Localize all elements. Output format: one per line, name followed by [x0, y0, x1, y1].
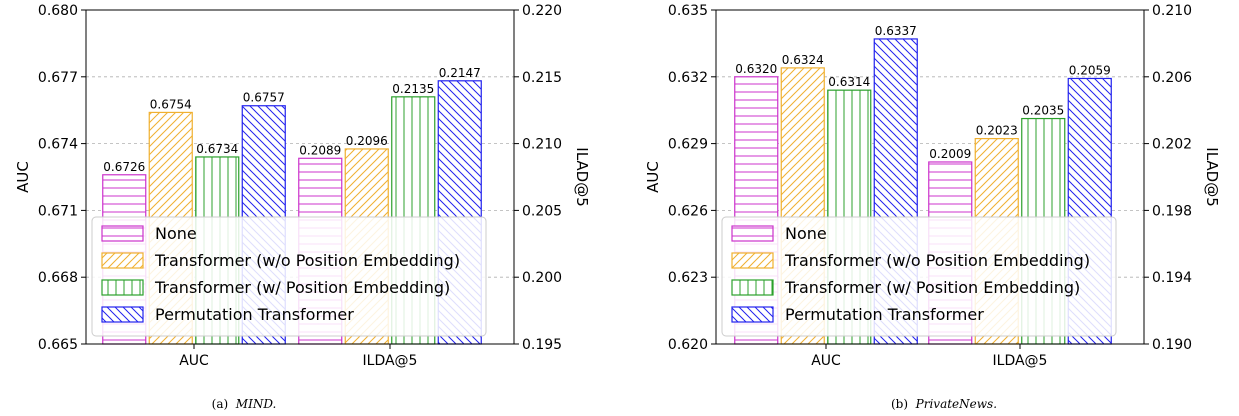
- y-axis-label: AUC: [644, 161, 662, 193]
- legend-label: Transformer (w/o Position Embedding): [784, 251, 1090, 270]
- y2-tick-label: 0.206: [1152, 70, 1192, 86]
- panel-caption: (b) PrivateNews.: [891, 397, 997, 411]
- y-tick-label: 0.668: [38, 270, 78, 286]
- y-tick-label: 0.620: [668, 337, 708, 353]
- legend-swatch-permutation-transformer: [101, 306, 144, 323]
- data-label: 0.2135: [392, 82, 434, 96]
- legend-swatch-transformer-w-o-position-embedding: [731, 252, 774, 269]
- y2-tick-label: 0.205: [522, 203, 562, 219]
- data-label: 0.2089: [299, 143, 341, 157]
- y-tick-label: 0.626: [668, 203, 708, 219]
- chart-panel-privatenews: 0.6320 0.2009 0.6324 0.2023 0.6314 0.2035 0.63…: [644, 3, 1221, 411]
- y2-axis-label: ILAD@5: [573, 147, 591, 206]
- y-tick-label: 0.629: [668, 137, 708, 153]
- legend: None Transformer (w/o Position Embedding)…: [721, 216, 1117, 337]
- legend-box: [91, 216, 487, 337]
- legend-label: Permutation Transformer: [155, 305, 354, 324]
- data-label: 0.2023: [976, 124, 1018, 138]
- y-tick-label: 0.677: [38, 70, 78, 86]
- data-label: 0.2035: [1022, 104, 1064, 118]
- legend-swatch-permutation-transformer: [731, 306, 774, 323]
- y-tick-label: 0.632: [668, 70, 708, 86]
- legend-box: [721, 216, 1117, 337]
- legend-label: None: [155, 224, 197, 243]
- y-tick-label: 0.623: [668, 270, 708, 286]
- data-label: 0.6757: [243, 91, 285, 105]
- legend-label: Transformer (w/o Position Embedding): [154, 251, 460, 270]
- plot-frame: [85, 9, 515, 345]
- data-label: 0.6726: [103, 160, 145, 174]
- panel-caption: (a) MIND.: [212, 397, 277, 411]
- y-axis-label: AUC: [14, 161, 32, 193]
- y2-axis-label: ILAD@5: [1203, 147, 1221, 206]
- y2-tick-label: 0.198: [1152, 203, 1192, 219]
- plot-frame: [715, 9, 1145, 345]
- legend-swatch-transformer-w-position-embedding: [101, 279, 144, 296]
- y2-tick-label: 0.202: [1152, 137, 1192, 153]
- y2-tick-label: 0.190: [1152, 337, 1192, 353]
- y2-tick-label: 0.210: [1152, 3, 1192, 19]
- y-tick-label: 0.674: [38, 137, 78, 153]
- data-label: 0.6314: [828, 75, 870, 89]
- legend-swatch-transformer-w-o-position-embedding: [101, 252, 144, 269]
- data-label: 0.6320: [735, 62, 777, 76]
- y-tick-label: 0.665: [38, 337, 78, 353]
- y2-tick-label: 0.200: [522, 270, 562, 286]
- legend: None Transformer (w/o Position Embedding)…: [91, 216, 487, 337]
- chart-panel-mind: 0.6726 0.2089 0.6754 0.2096 0.6734 0.2135 0.67…: [14, 3, 591, 411]
- legend-label: Transformer (w/ Position Embedding): [154, 278, 450, 297]
- legend-swatch-none: [731, 225, 774, 242]
- x-tick-label: AUC: [179, 353, 209, 369]
- data-label: 0.6337: [875, 24, 917, 38]
- data-label: 0.2147: [439, 66, 481, 80]
- legend-label: Permutation Transformer: [785, 305, 984, 324]
- data-label: 0.6324: [782, 53, 824, 67]
- y2-tick-label: 0.210: [522, 137, 562, 153]
- data-label: 0.6754: [150, 97, 192, 111]
- legend-swatch-transformer-w-position-embedding: [731, 279, 774, 296]
- y2-tick-label: 0.220: [522, 3, 562, 19]
- y-tick-label: 0.635: [668, 3, 708, 19]
- y2-tick-label: 0.195: [522, 337, 562, 353]
- y2-tick-label: 0.194: [1152, 270, 1192, 286]
- legend-label: None: [785, 224, 827, 243]
- legend-label: Transformer (w/ Position Embedding): [784, 278, 1080, 297]
- data-label: 0.2059: [1069, 63, 1111, 77]
- data-label: 0.2009: [929, 147, 971, 161]
- legend-swatch-none: [101, 225, 144, 242]
- data-label: 0.6734: [196, 142, 238, 156]
- y-tick-label: 0.680: [38, 3, 78, 19]
- y-tick-label: 0.671: [38, 203, 78, 219]
- data-label: 0.2096: [346, 134, 388, 148]
- x-tick-label: ILDA@5: [993, 353, 1048, 369]
- x-tick-label: ILDA@5: [363, 353, 418, 369]
- x-tick-label: AUC: [811, 353, 841, 369]
- y2-tick-label: 0.215: [522, 70, 562, 86]
